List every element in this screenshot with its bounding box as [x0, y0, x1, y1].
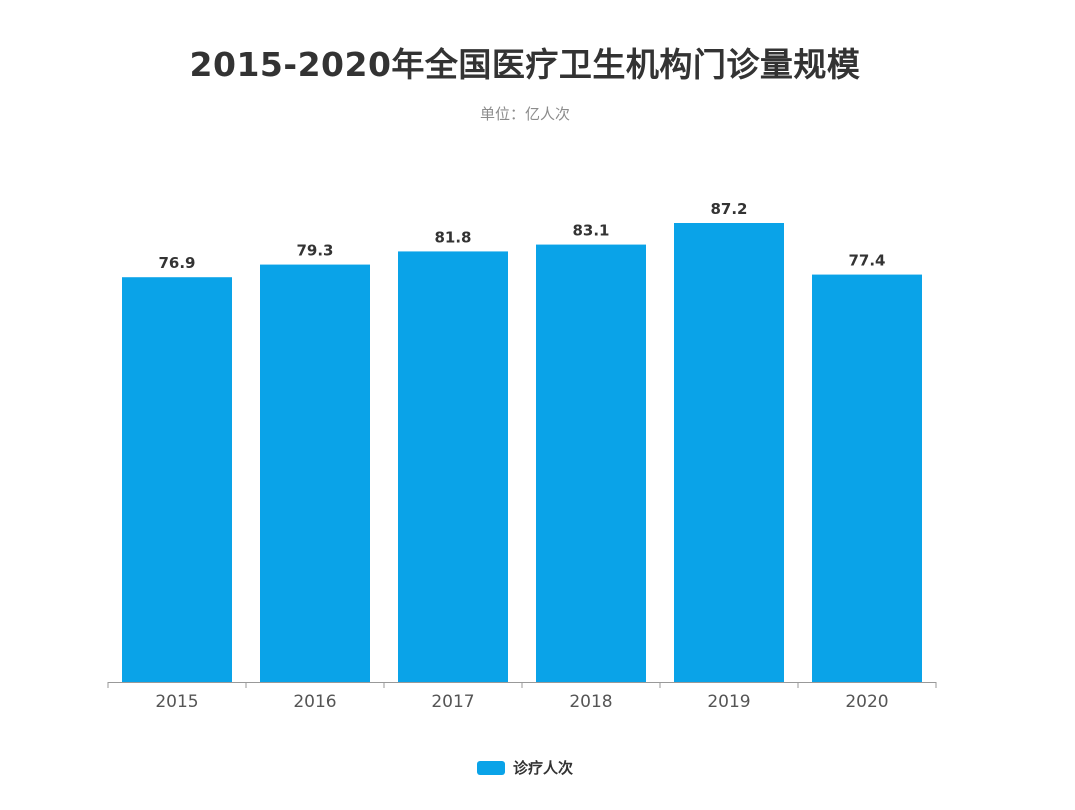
bar-2019 — [674, 223, 784, 682]
bars-layer — [122, 223, 922, 682]
bar-2015 — [122, 277, 232, 682]
chart-title: 2015-2020年全国医疗卫生机构门诊量规模 — [189, 45, 861, 84]
legend-swatch — [476, 760, 505, 775]
chart-subtitle: 单位：亿人次 — [479, 105, 570, 123]
x-tick-label: 2020 — [845, 692, 888, 712]
bar-chart: 76.979.381.8 83.187.277.4 2015 2016 2017 201… — [107, 200, 937, 712]
x-axis-ticks — [107, 682, 937, 688]
x-tick-label: 2019 — [707, 692, 750, 712]
x-tick-label: 2016 — [293, 692, 336, 712]
bar-2017 — [398, 251, 508, 682]
bar-value-labels: 76.9 79.3 81.8 83.1 87.2 77.4 — [158, 200, 885, 272]
bar-value-label: 79.3 — [296, 242, 333, 260]
legend-label: 诊疗人次 — [512, 759, 573, 777]
bar-2016 — [260, 264, 370, 682]
bar-value-label: 76.9 — [158, 254, 195, 272]
bar-value-label: 77.4 — [848, 252, 885, 270]
x-tick-label: 2017 — [431, 692, 474, 712]
bar-2020 — [812, 274, 922, 682]
bar-value-label: 83.1 — [572, 222, 609, 240]
legend: 诊疗人次 — [0, 757, 1050, 778]
bar-2018 — [536, 244, 646, 682]
bar-value-label: 81.8 — [434, 228, 471, 246]
x-tick-label: 2015 — [155, 692, 198, 712]
x-tick-label: 2018 — [569, 692, 612, 712]
bar-value-label: 87.2 — [710, 200, 747, 218]
x-axis-tick-labels: 2015 2016 2017 2018 2019 2020 — [155, 692, 888, 712]
